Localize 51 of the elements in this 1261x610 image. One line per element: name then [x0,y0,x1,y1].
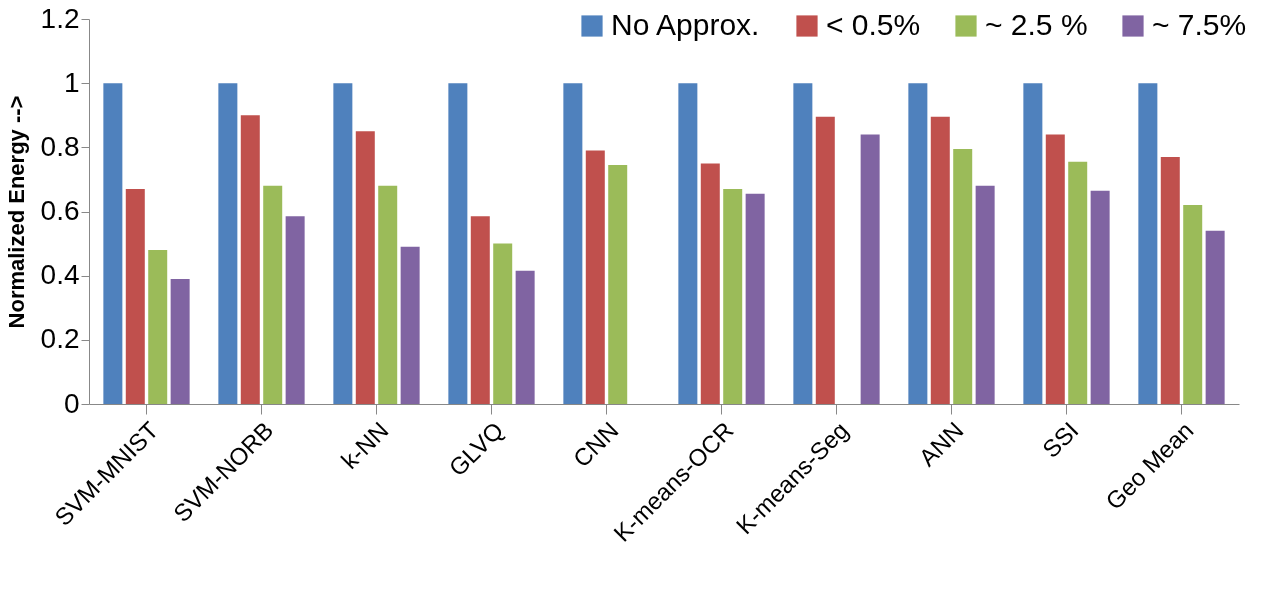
y-tick-label: 1.2 [40,2,80,34]
bar [448,83,468,404]
bar [975,185,995,404]
bar [400,246,420,404]
bar [815,116,835,404]
y-tick-label: 0.8 [40,130,80,162]
y-tick-label: 0.4 [40,259,80,291]
y-tick-label: 1 [63,66,80,98]
bar [240,115,260,404]
x-tick-label: SSI [1037,416,1084,463]
bar [1068,161,1088,404]
bar [355,131,375,404]
bar [285,216,305,404]
bar [1090,190,1110,404]
bar [608,164,628,404]
legend-label: ~ 2.5 % [985,8,1088,41]
bar [1183,205,1203,404]
bar [678,83,698,404]
bar [218,83,238,404]
bar [723,189,743,404]
bar [930,116,950,404]
bar [700,163,720,404]
bar [170,278,190,404]
bar [953,148,973,404]
bar [515,270,535,404]
bar [125,189,145,404]
legend-label: < 0.5% [826,8,921,41]
bar [333,83,353,404]
bar [563,83,583,404]
y-tick-label: 0.6 [40,195,80,226]
legend-label: No Approx. [611,8,760,41]
bar [585,150,605,404]
legend-label: ~ 7.5% [1152,8,1247,41]
bar [148,250,168,404]
bar [1138,83,1158,404]
bar [1045,134,1065,404]
y-tick-label: 0 [63,387,80,419]
bar [1023,83,1043,404]
bar [470,216,490,404]
bar [263,185,283,404]
bar [908,83,928,404]
bar [378,185,398,404]
bar [1160,156,1180,404]
bar [1205,230,1225,404]
bar [493,243,513,404]
bar [745,193,765,404]
bar [103,83,123,404]
y-axis-title: Normalized Energy --> [3,95,29,329]
bar [793,83,813,404]
bar [860,134,880,404]
y-tick-label: 0.2 [40,323,80,355]
